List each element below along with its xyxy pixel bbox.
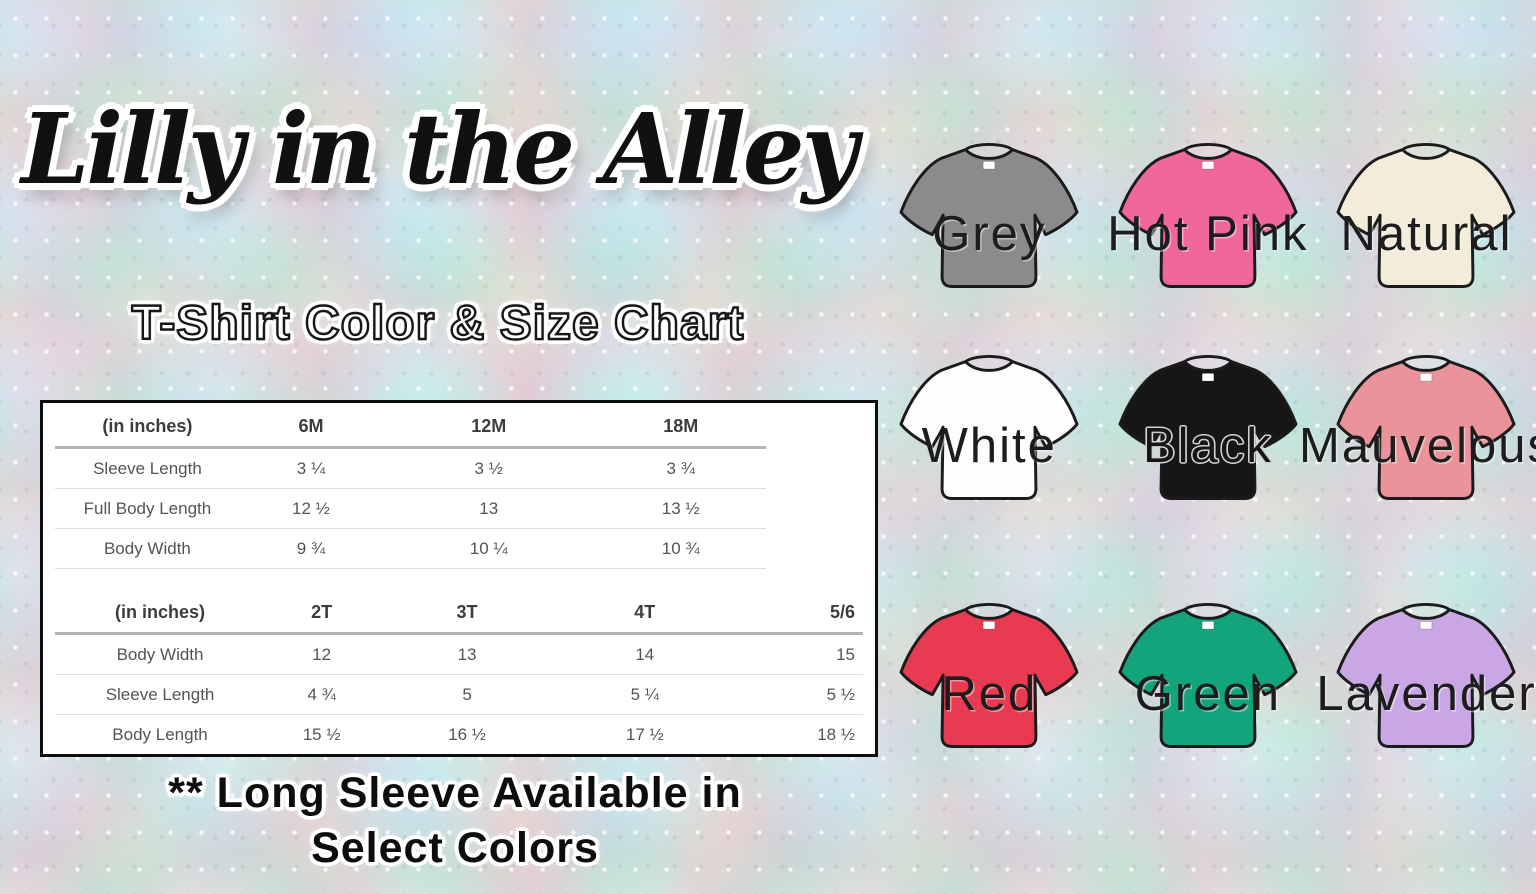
note-line-1: ** Long Sleeve Available in <box>168 769 742 817</box>
cell-value: 4 ¾ <box>307 684 336 704</box>
row-label: Body Width <box>116 644 204 664</box>
tshirt-icon <box>1118 143 1298 288</box>
tshirt-icon <box>1118 603 1298 748</box>
shirt-color-label: Mauvelous <box>1299 419 1536 473</box>
shirt-card-lavender: Lavender <box>1316 592 1536 797</box>
cell-value: 10 ¼ <box>469 538 508 558</box>
cell-value: 16 ½ <box>448 724 486 744</box>
cell-value: 15 <box>836 644 855 664</box>
shirt-card-red: Red <box>880 592 1099 797</box>
shirt-card-natural: Natural <box>1317 132 1536 337</box>
column-header: 18M <box>663 416 699 436</box>
shirt-card-white: White <box>880 344 1099 549</box>
shirt-color-label: Green <box>1134 667 1281 721</box>
shirt-grid-row-3: Red Green Lavender <box>880 592 1536 797</box>
column-header: (in inches) <box>102 416 193 436</box>
note-line-2: Select Colors <box>311 824 599 873</box>
cell-value: 13 <box>457 644 477 664</box>
tshirt-icon <box>899 143 1079 288</box>
cell-value: 10 ¾ <box>661 538 700 558</box>
shirt-color-label: Red <box>941 667 1038 721</box>
toddler-size-table: (in inches) 2T 3T 4T 5/6 Body Width 12 1… <box>55 593 863 754</box>
table-row: Body Length 15 ½ 16 ½ 17 ½ 18 ½ <box>55 715 863 755</box>
long-sleeve-note: ** Long Sleeve Available in Select Color… <box>60 766 850 876</box>
table-header-row: (in inches) 6M 12M 18M <box>55 407 767 448</box>
shirt-color-label: Natural <box>1340 207 1513 261</box>
cell-value: 13 <box>479 498 499 518</box>
shirt-card-black: Black <box>1099 344 1318 549</box>
table-row: Full Body Length 12 ½ 13 13 ½ <box>55 489 767 529</box>
shirt-color-label: Hot Pink <box>1107 207 1309 261</box>
tshirt-icon <box>1337 603 1516 748</box>
table-header-row: (in inches) 2T 3T 4T 5/6 <box>55 593 863 634</box>
tshirt-icon <box>899 355 1079 500</box>
shirt-color-label: Black <box>1142 419 1273 473</box>
cell-value: 14 <box>635 644 655 664</box>
table-row: Body Width 9 ¾ 10 ¼ 10 ¾ <box>55 529 767 569</box>
cell-value: 18 ½ <box>817 724 855 744</box>
cell-value: 5 ½ <box>826 684 855 704</box>
row-label: Sleeve Length <box>105 684 215 704</box>
cell-value: 17 ½ <box>625 724 664 744</box>
table-row: Body Width 12 13 14 15 <box>55 634 863 675</box>
brand-logo: Lilly in the Alley <box>21 92 858 206</box>
shirt-color-label: White <box>921 419 1057 473</box>
cell-value: 9 ¾ <box>296 538 326 558</box>
cell-value: 12 <box>312 644 332 664</box>
shirt-card-green: Green <box>1099 592 1318 797</box>
row-label: Sleeve Length <box>93 458 202 478</box>
cell-value: 5 <box>462 684 472 704</box>
cell-value: 5 ¼ <box>630 684 659 704</box>
shirt-card-grey: Grey <box>880 132 1099 337</box>
column-header: 2T <box>311 602 333 622</box>
column-header: 6M <box>298 416 324 436</box>
cell-value: 3 ¼ <box>296 458 326 478</box>
tshirt-icon <box>1337 355 1516 500</box>
size-chart-card: (in inches) 6M 12M 18M Sleeve Length 3 ¼… <box>40 400 878 757</box>
tshirt-icon <box>899 603 1079 748</box>
column-header: 12M <box>471 416 507 436</box>
cell-value: 3 ½ <box>474 458 503 478</box>
shirt-grid-row-1: Grey Hot Pink Natural <box>880 132 1536 337</box>
shirt-card-hot-pink: Hot Pink <box>1099 132 1318 337</box>
column-header: (in inches) <box>115 602 206 622</box>
column-header: 5/6 <box>829 602 855 622</box>
cell-value: 12 ½ <box>292 498 330 518</box>
cell-value: 13 ½ <box>661 498 700 518</box>
table-row: Sleeve Length 3 ¼ 3 ½ 3 ¾ <box>55 448 767 489</box>
shirt-grid-row-2: White Black Mauvelous <box>880 344 1536 549</box>
infant-size-table: (in inches) 6M 12M 18M Sleeve Length 3 ¼… <box>55 407 767 569</box>
column-header: 3T <box>456 602 478 622</box>
table-row: Sleeve Length 4 ¾ 5 5 ¼ 5 ½ <box>55 675 863 715</box>
page-title: T-Shirt Color & Size Chart <box>130 296 745 351</box>
tshirt-icon <box>1118 355 1298 500</box>
row-label: Body Width <box>103 538 191 558</box>
row-label: Body Length <box>112 724 208 744</box>
tshirt-icon <box>1337 143 1516 288</box>
row-label: Full Body Length <box>83 498 212 518</box>
column-header: 4T <box>634 602 656 622</box>
shirt-color-label: Lavender <box>1316 667 1536 721</box>
shirt-color-label: Grey <box>932 207 1047 261</box>
cell-value: 15 ½ <box>302 724 341 744</box>
cell-value: 3 ¾ <box>666 458 695 478</box>
shirt-card-mauvelous: Mauvelous <box>1299 344 1536 549</box>
